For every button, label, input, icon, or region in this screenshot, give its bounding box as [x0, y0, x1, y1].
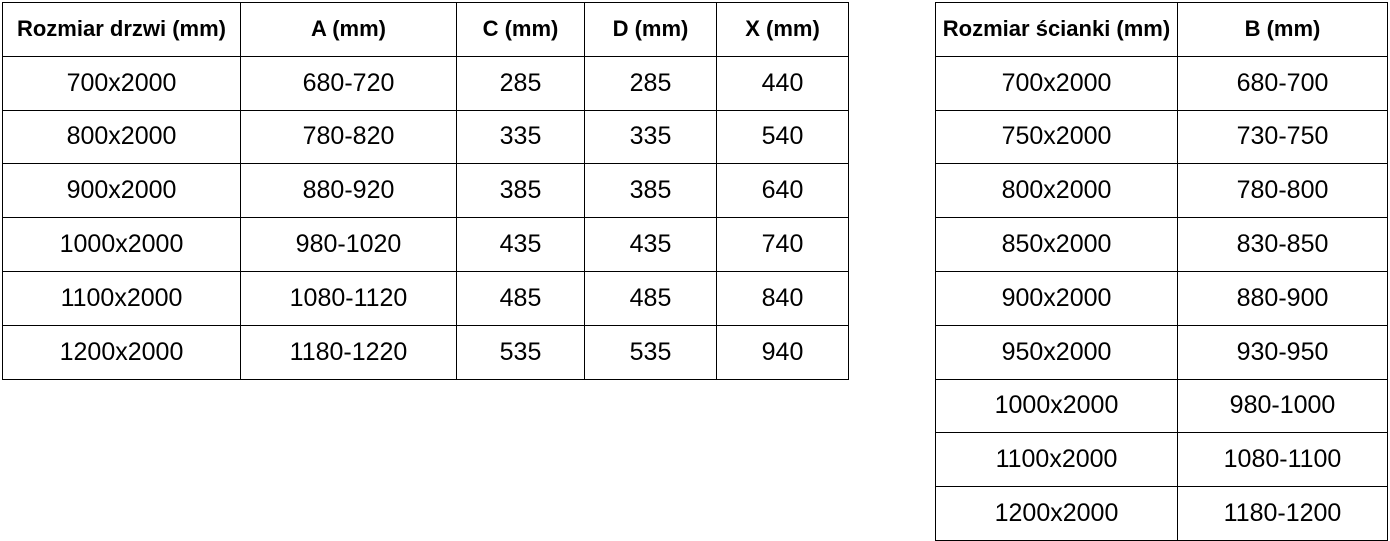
- table-row: 1200x2000 1180-1200: [935, 486, 1388, 541]
- table-cell: 335: [584, 109, 717, 165]
- table-cell: 1100x2000: [935, 432, 1178, 488]
- table-cell: 700x2000: [2, 55, 241, 111]
- table-row: 1100x2000 1080-1100: [935, 432, 1388, 488]
- header-row: Rozmiar ścianki (mm) B (mm): [935, 2, 1388, 57]
- table-cell: 780-820: [240, 109, 457, 165]
- table-row: 800x2000 780-820 335 335 540: [2, 109, 849, 165]
- table-cell: 1080-1100: [1177, 432, 1388, 488]
- table-cell: 1000x2000: [935, 378, 1178, 434]
- table-cell: 930-950: [1177, 324, 1388, 380]
- table-cell: 535: [456, 324, 585, 380]
- table-cell: 750x2000: [935, 109, 1178, 165]
- table-row: 950x2000 930-950: [935, 324, 1388, 380]
- table-cell: 440: [716, 55, 849, 111]
- table-cell: 700x2000: [935, 55, 1178, 111]
- header-cell: X (mm): [716, 2, 849, 57]
- table-cell: 1200x2000: [935, 486, 1178, 541]
- table-row: 800x2000 780-800: [935, 163, 1388, 219]
- table-row: 750x2000 730-750: [935, 109, 1388, 165]
- table-row: 1000x2000 980-1000: [935, 378, 1388, 434]
- table-cell: 385: [584, 163, 717, 219]
- table-cell: 900x2000: [935, 270, 1178, 326]
- table-cell: 435: [584, 217, 717, 272]
- table-cell: 285: [584, 55, 717, 111]
- table-cell: 900x2000: [2, 163, 241, 219]
- header-row: Rozmiar drzwi (mm) A (mm) C (mm) D (mm) X (m…: [2, 2, 849, 57]
- table-cell: 680-700: [1177, 55, 1388, 111]
- table-row: 1100x2000 1080-1120 485 485 840: [2, 270, 849, 326]
- wall-panel-sizes-table: Rozmiar ścianki (mm) B (mm) 700x2000 680-70…: [935, 2, 1388, 541]
- table-cell: 535: [584, 324, 717, 380]
- table-cell: 1080-1120: [240, 270, 457, 326]
- table-cell: 1100x2000: [2, 270, 241, 326]
- table-cell: 740: [716, 217, 849, 272]
- table-row: 1200x2000 1180-1220 535 535 940: [2, 324, 849, 380]
- table-cell: 980-1000: [1177, 378, 1388, 434]
- table-cell: 540: [716, 109, 849, 165]
- table-cell: 285: [456, 55, 585, 111]
- table-row: 900x2000 880-920 385 385 640: [2, 163, 849, 219]
- table-cell: 830-850: [1177, 217, 1388, 272]
- header-cell: C (mm): [456, 2, 585, 57]
- table-cell: 640: [716, 163, 849, 219]
- door-sizes-table: Rozmiar drzwi (mm) A (mm) C (mm) D (mm) X (m…: [2, 2, 849, 380]
- table-cell: 335: [456, 109, 585, 165]
- table-row: 900x2000 880-900: [935, 270, 1388, 326]
- table-cell: 800x2000: [2, 109, 241, 165]
- table-cell: 730-750: [1177, 109, 1388, 165]
- table-cell: 485: [456, 270, 585, 326]
- table-cell: 850x2000: [935, 217, 1178, 272]
- table-cell: 435: [456, 217, 585, 272]
- table-cell: 950x2000: [935, 324, 1178, 380]
- table-cell: 485: [584, 270, 717, 326]
- header-cell: A (mm): [240, 2, 457, 57]
- header-cell: Rozmiar drzwi (mm): [2, 2, 241, 57]
- table-row: 700x2000 680-700: [935, 55, 1388, 111]
- table-cell: 840: [716, 270, 849, 326]
- table-cell: 1180-1220: [240, 324, 457, 380]
- table-cell: 980-1020: [240, 217, 457, 272]
- table-cell: 1180-1200: [1177, 486, 1388, 541]
- header-cell: D (mm): [584, 2, 717, 57]
- table-cell: 940: [716, 324, 849, 380]
- table-cell: 385: [456, 163, 585, 219]
- table-cell: 1000x2000: [2, 217, 241, 272]
- table-cell: 880-920: [240, 163, 457, 219]
- table-row: 1000x2000 980-1020 435 435 740: [2, 217, 849, 272]
- header-cell: Rozmiar ścianki (mm): [935, 2, 1178, 57]
- table-cell: 680-720: [240, 55, 457, 111]
- table-row: 700x2000 680-720 285 285 440: [2, 55, 849, 111]
- table-cell: 780-800: [1177, 163, 1388, 219]
- table-cell: 1200x2000: [2, 324, 241, 380]
- table-row: 850x2000 830-850: [935, 217, 1388, 272]
- table-cell: 800x2000: [935, 163, 1178, 219]
- table-cell: 880-900: [1177, 270, 1388, 326]
- header-cell: B (mm): [1177, 2, 1388, 57]
